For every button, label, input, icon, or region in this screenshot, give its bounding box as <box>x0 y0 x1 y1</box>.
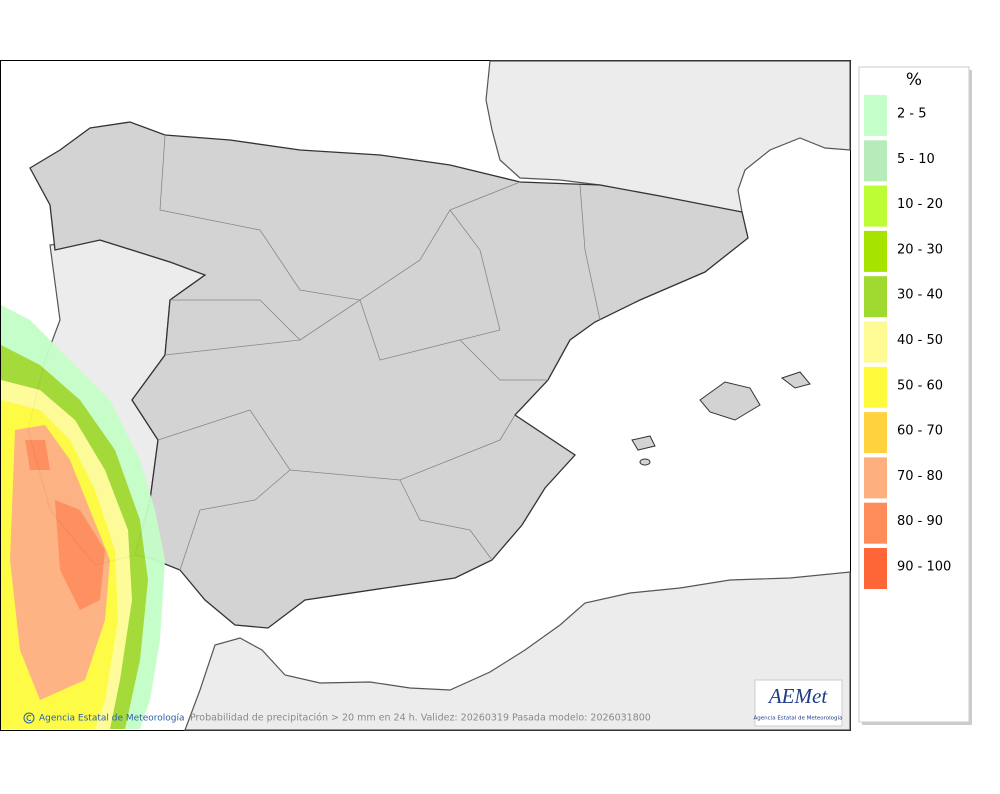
legend-label: 20 - 30 <box>897 242 943 257</box>
copyright-icon <box>23 712 35 724</box>
legend-label: 60 - 70 <box>897 424 943 439</box>
region-borders <box>157 134 601 571</box>
legend-label: 40 - 50 <box>897 333 943 348</box>
copyright-icon <box>26 715 32 721</box>
legend-swatch <box>864 185 887 227</box>
legend-label: 90 - 100 <box>897 560 951 575</box>
legend-swatch <box>864 502 887 544</box>
legend-swatch <box>864 366 887 408</box>
legend-swatch <box>864 412 887 454</box>
legend-label: 5 - 10 <box>897 152 935 167</box>
logo-box <box>754 679 843 727</box>
legend-swatch <box>864 548 887 589</box>
legend-label: 30 - 40 <box>897 288 943 303</box>
africa <box>184 571 851 731</box>
legend-label: 10 - 20 <box>897 197 943 212</box>
credit: Agencia Estatal de Meteorología <box>39 714 185 724</box>
balearic-islands <box>631 371 811 466</box>
legend-label: 50 - 60 <box>897 378 943 393</box>
precipitation-field <box>1 305 165 729</box>
map <box>0 60 851 731</box>
legend-swatch <box>864 276 887 318</box>
legend: % 2 - 5 5 - 10 10 - 20 20 - 30 30 - 40 40 - 5… <box>858 66 972 725</box>
logo: AEMet <box>767 684 828 708</box>
logo-subtitle: Agencia Estatal de Meteorología <box>754 715 843 722</box>
legend-swatch <box>864 140 887 182</box>
legend-label: 80 - 90 <box>897 514 943 529</box>
legend-label: 2 - 5 <box>897 107 927 122</box>
legend-swatch <box>864 321 887 363</box>
caption: Probabilidad de precipitación > 20 mm en… <box>190 713 651 724</box>
footer: Agencia Estatal de Meteorología Probabil… <box>23 679 843 727</box>
legend-swatch <box>864 457 887 499</box>
spain <box>29 121 749 629</box>
legend-swatch <box>864 95 887 136</box>
legend-label: 70 - 80 <box>897 469 943 484</box>
legend-title: % <box>906 70 922 90</box>
legend-swatch <box>864 230 887 272</box>
